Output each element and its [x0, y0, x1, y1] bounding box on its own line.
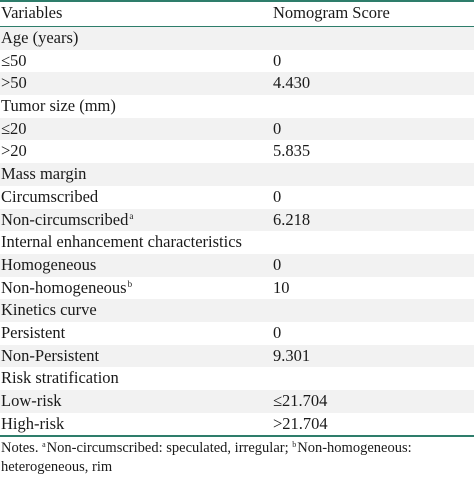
table-notes: Notes. aNon-circumscribed: speculated, i…	[1, 439, 471, 477]
header-nomogram-score: Nomogram Score	[273, 3, 390, 22]
row-score: 0	[273, 118, 282, 138]
row-score: 0	[273, 254, 282, 274]
table-row: Non-homogeneousb 10	[0, 277, 474, 300]
row-variable: Circumscribed	[1, 186, 99, 206]
row-variable: ≤20	[1, 118, 27, 138]
row-footnote-marker: b	[127, 278, 133, 289]
table-row: Circumscribed 0	[0, 186, 474, 209]
row-score: 0	[273, 322, 282, 342]
bottom-rule	[0, 435, 474, 437]
notes-sup-a: a	[42, 440, 46, 449]
table-header: Variables Nomogram Score	[0, 1, 474, 26]
table-row: Kinetics curve	[0, 299, 474, 322]
row-variable: Age (years)	[1, 28, 79, 47]
table-row: Non-circumscribeda 6.218	[0, 208, 474, 232]
row-score: 0	[273, 186, 282, 206]
table-row: >50 4.430	[0, 72, 474, 96]
row-variable: Mass margin	[1, 164, 87, 184]
row-variable: >20	[1, 141, 27, 161]
row-variable: Kinetics curve	[1, 300, 97, 320]
table-row: >20 5.835	[0, 140, 474, 163]
table-row: Internal enhancement characteristics	[0, 231, 474, 254]
table-row: Low-risk ≤21.704	[0, 390, 474, 413]
row-variable: Risk stratification	[1, 368, 119, 388]
row-footnote-marker: a	[129, 210, 134, 221]
table-row: ≤50 0	[0, 50, 474, 73]
table-row: Age (years)	[0, 27, 474, 50]
row-score: 10	[273, 277, 290, 297]
table-row: High-risk >21.704	[0, 413, 474, 436]
row-score: ≤21.704	[273, 391, 328, 410]
table-row: Mass margin	[0, 163, 474, 186]
notes-sup-b: b	[292, 440, 297, 449]
row-variable: Low-risk	[1, 391, 62, 410]
table-row: Risk stratification	[0, 367, 474, 390]
row-variable: Non-homogeneousb	[1, 277, 133, 297]
notes-prefix: Notes.	[1, 440, 43, 456]
row-variable: Internal enhancement characteristics	[1, 232, 242, 252]
row-variable: Non-circumscribeda	[1, 209, 134, 229]
header-variables: Variables	[1, 3, 63, 22]
row-variable: Homogeneous	[1, 254, 97, 274]
row-score: 9.301	[273, 345, 311, 365]
table-row: ≤20 0	[0, 117, 474, 141]
table-row: Non-Persistent 9.301	[0, 344, 474, 368]
row-variable: Persistent	[1, 322, 66, 342]
table-row: Persistent 0	[0, 322, 474, 345]
table-row: Homogeneous 0	[0, 253, 474, 277]
row-score: 5.835	[273, 141, 311, 161]
row-score: 0	[273, 50, 282, 70]
table-body: Age (years) ≤50 0 >50 4.430 Tumor size (mm) ≤2…	[0, 27, 474, 435]
row-variable: High-risk	[1, 413, 65, 433]
notes-text-b: Non-homogeneous: heterogeneous, rim	[1, 440, 412, 475]
row-variable: Tumor size (mm)	[1, 96, 116, 116]
row-variable: Non-Persistent	[1, 345, 100, 365]
row-score: 6.218	[273, 209, 311, 229]
notes-text-a: Non-circumscribed: speculated, irregular…	[46, 440, 293, 456]
row-score: 4.430	[273, 73, 311, 93]
row-variable: >50	[1, 73, 27, 93]
top-rule	[0, 0, 474, 2]
row-variable: ≤50	[1, 50, 27, 70]
row-score: >21.704	[273, 413, 328, 433]
table-row: Tumor size (mm)	[0, 95, 474, 118]
